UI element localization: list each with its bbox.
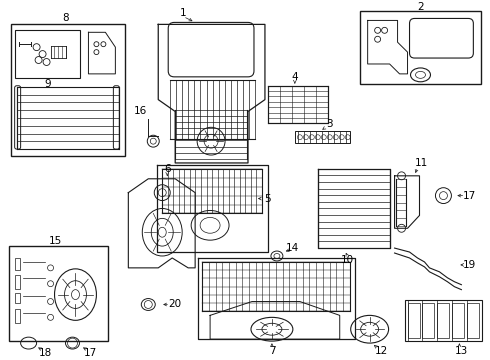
Bar bbox=[15, 293, 20, 302]
Text: 18: 18 bbox=[39, 348, 52, 358]
Bar bbox=[15, 310, 20, 323]
Text: 4: 4 bbox=[292, 72, 298, 82]
Text: 10: 10 bbox=[341, 255, 354, 265]
Text: 17: 17 bbox=[84, 348, 97, 358]
Bar bbox=[452, 302, 465, 338]
Text: 3: 3 bbox=[326, 120, 333, 129]
Bar bbox=[17, 87, 120, 149]
Text: 12: 12 bbox=[375, 346, 388, 356]
Text: 17: 17 bbox=[463, 190, 476, 201]
Bar bbox=[15, 275, 20, 289]
Bar bbox=[268, 86, 328, 123]
Text: 19: 19 bbox=[463, 260, 476, 270]
Text: 15: 15 bbox=[49, 236, 62, 246]
Text: 14: 14 bbox=[286, 243, 299, 253]
Bar bbox=[11, 24, 125, 156]
Bar bbox=[15, 30, 80, 78]
Bar bbox=[15, 258, 20, 270]
Bar bbox=[360, 10, 481, 84]
Text: 9: 9 bbox=[44, 79, 51, 89]
Text: 11: 11 bbox=[415, 158, 428, 168]
Text: 6: 6 bbox=[164, 164, 171, 174]
Text: 2: 2 bbox=[417, 1, 424, 12]
Bar bbox=[422, 302, 435, 338]
Text: 7: 7 bbox=[269, 346, 275, 356]
Bar bbox=[467, 302, 479, 338]
Bar bbox=[408, 302, 419, 338]
Bar bbox=[438, 302, 449, 338]
Bar bbox=[405, 300, 482, 341]
Bar bbox=[9, 246, 108, 341]
Text: 20: 20 bbox=[169, 300, 182, 310]
Text: 5: 5 bbox=[265, 194, 271, 204]
Text: 13: 13 bbox=[455, 346, 468, 356]
Bar bbox=[295, 131, 350, 143]
Text: 16: 16 bbox=[134, 107, 147, 117]
Text: 8: 8 bbox=[62, 13, 69, 23]
Text: 1: 1 bbox=[180, 8, 187, 18]
